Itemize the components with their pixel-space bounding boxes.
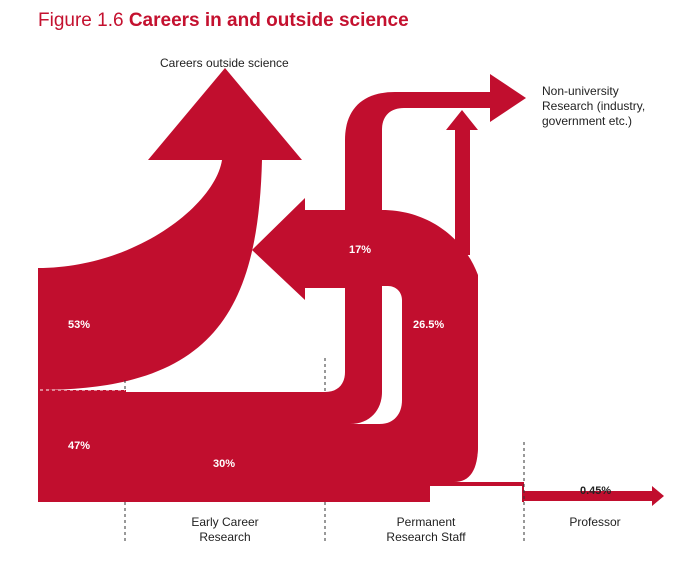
pct-early-to-permanent: 30% [213,458,235,470]
pct-stay-in-science: 47% [68,440,90,452]
figure-title: Figure 1.6 Careers in and outside scienc… [38,10,409,32]
stage-professor: Professor [540,515,650,530]
flow-permanent-staff [382,210,478,482]
stage-early-career-line1: Early Career [191,515,259,529]
label-non-university-line2: Research (industry, [542,99,646,113]
stage-permanent-line2: Research Staff [386,530,466,544]
label-non-university-line3: government etc.) [542,114,633,128]
pct-professor-onward: 0.45% [580,485,611,497]
pct-permanent-to-outside: 17% [349,244,371,256]
label-non-university: Non-university Research (industry, gover… [542,84,645,129]
figure-number: Figure 1.6 [38,10,124,31]
stage-professor-line1: Professor [569,515,621,529]
label-non-university-line1: Non-university [542,84,619,98]
pct-outside-science: 53% [68,319,90,331]
pct-permanent-to-nonuni: 26.5% [413,319,444,331]
label-outside-science: Careers outside science [160,56,289,70]
stage-permanent-line1: Permanent [396,515,456,529]
figure-title-text: Careers in and outside science [128,10,409,31]
stage-permanent: Permanent Research Staff [363,515,489,545]
flow-professor-onward [524,486,664,506]
flow-permanent-to-outside [252,198,345,300]
pct-permanent-to-professor: 3.5% [467,488,492,500]
stage-early-career-line2: Research [199,530,251,544]
flow-outside-science [38,68,302,390]
stage-early-career: Early Career Research [162,515,288,545]
flow-permanent-to-nonuni [446,110,478,255]
